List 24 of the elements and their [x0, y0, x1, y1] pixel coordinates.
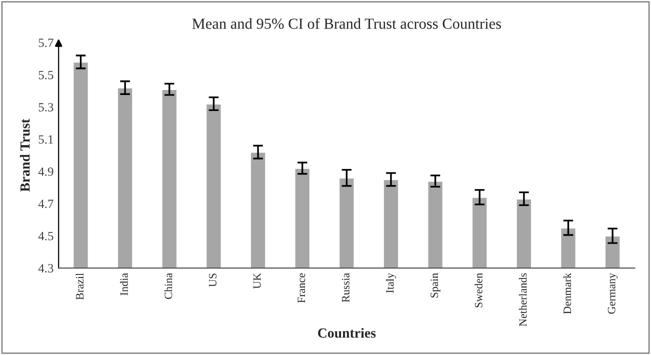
x-axis-title: Countries	[318, 328, 376, 338]
x-tick-label: India	[120, 273, 128, 296]
y-tick-label: 4.5	[38, 232, 54, 240]
y-tick-label: 4.7	[38, 200, 54, 208]
x-tick-label: Sweden	[474, 273, 482, 308]
y-tick-label: 5.1	[38, 135, 53, 144]
y-axis-title: Brand Trust	[20, 118, 30, 192]
x-tick-label: China	[164, 273, 172, 299]
x-tick-label: Spain	[430, 273, 440, 298]
x-tick-label: Germany	[608, 272, 618, 314]
x-tick-label: UK	[253, 273, 261, 289]
x-tick-label: Italy	[386, 272, 396, 293]
y-tick-label: 5.5	[38, 70, 54, 80]
x-tick-label: Denmark	[563, 272, 572, 314]
chart-title: Mean and 95% CI of Brand Trust across Countries	[192, 18, 501, 29]
y-tick-label: 5.7	[38, 38, 54, 48]
x-tick-label: France	[298, 273, 306, 303]
y-tick-label: 4.3	[38, 264, 54, 273]
x-tick-label: Brazil	[76, 273, 84, 300]
y-tick-label: 5.3	[38, 103, 54, 112]
x-tick-label: US	[209, 274, 216, 287]
x-tick-label: Netherlands	[518, 273, 527, 326]
y-tick-label: 4.9	[38, 167, 54, 176]
x-tick-label: Russia	[342, 273, 350, 302]
